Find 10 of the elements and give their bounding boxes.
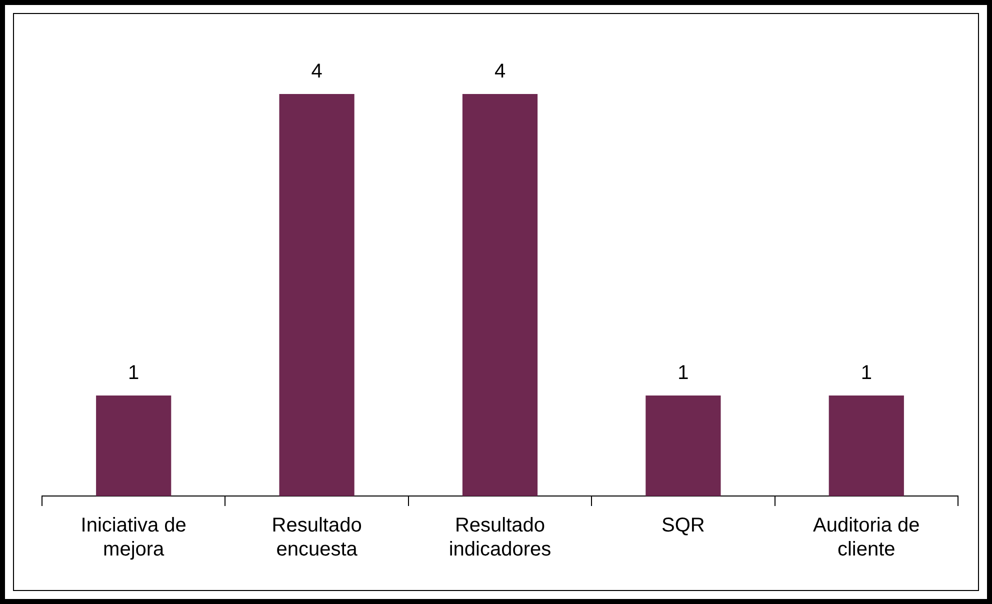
- data-label: 1: [860, 362, 872, 384]
- x-tick-label: SQR: [662, 514, 705, 537]
- data-label: 1: [128, 362, 140, 384]
- x-tick-label: Iniciativa de mejora: [80, 514, 186, 561]
- data-label: 1: [678, 362, 689, 384]
- x-tick-label: Resultado indicadores: [448, 514, 552, 561]
- data-label: 4: [494, 60, 506, 83]
- x-tick-label: Resultado encuesta: [272, 514, 362, 561]
- x-tick-label: Auditoria de cliente: [813, 514, 920, 561]
- data-label: 4: [311, 60, 322, 83]
